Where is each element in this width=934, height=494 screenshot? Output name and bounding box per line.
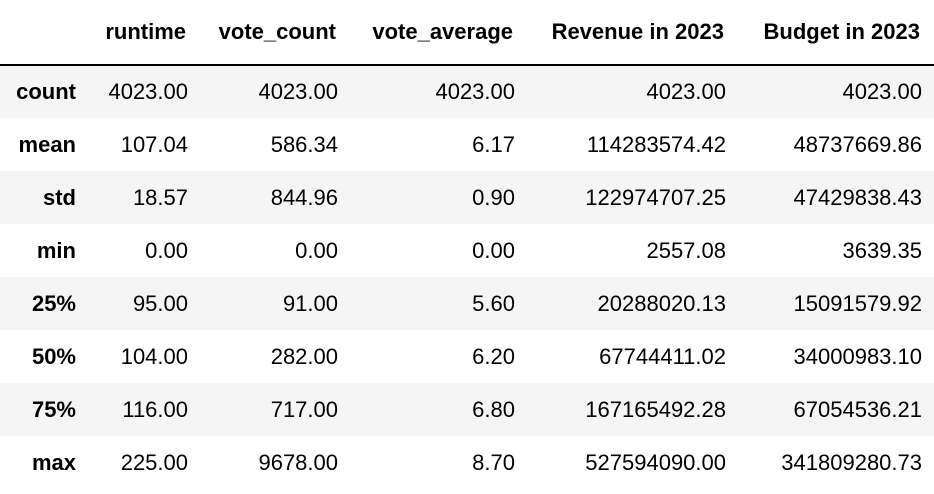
table-cell: 0.00 [145,237,188,263]
row-label: 25% [31,290,76,316]
table-cell: 8.70 [472,449,515,475]
row-label: 75% [31,396,76,422]
column-header-revenue-2023: Revenue in 2023 [527,0,738,66]
table-cell: 527594090.00 [585,449,726,475]
table-cell: 2557.08 [646,237,726,263]
table-cell: 48737669.86 [793,131,922,157]
table-cell: 717.00 [270,396,338,422]
table-cell: 91.00 [282,290,338,316]
table-cell: 104.00 [120,343,188,369]
row-label: 50% [31,343,76,369]
table-cell: 6.20 [472,343,515,369]
table-cell: 167165492.28 [585,396,726,422]
column-header-budget-2023: Budget in 2023 [738,0,934,66]
table-cell: 225.00 [120,449,188,475]
table-cell: 67744411.02 [599,343,726,369]
row-label: max [31,449,76,475]
table-row: std 18.57 844.96 0.90 122974707.25 47429… [0,171,934,224]
table-cell: 6.17 [472,131,515,157]
table-cell: 95.00 [132,290,188,316]
corner-header [0,0,88,66]
table-cell: 67054536.21 [793,396,922,422]
table-cell: 0.00 [472,237,515,263]
table-cell: 107.04 [120,131,188,157]
table-cell: 20288020.13 [597,290,726,316]
table-row: 75% 116.00 717.00 6.80 167165492.28 6705… [0,383,934,436]
table-cell: 122974707.25 [585,184,726,210]
table-cell: 114283574.42 [586,131,726,157]
table-cell: 282.00 [270,343,338,369]
row-label: count [16,79,76,104]
table-row: count 4023.00 4023.00 4023.00 4023.00 40… [0,65,934,118]
table-row: max 225.00 9678.00 8.70 527594090.00 341… [0,436,934,489]
table-cell: 15091579.92 [793,290,922,316]
table-row: 25% 95.00 91.00 5.60 20288020.13 1509157… [0,277,934,330]
table-cell: 6.80 [472,396,515,422]
table-cell: 34000983.10 [793,343,922,369]
row-label: std [43,184,76,210]
table-cell: 5.60 [472,290,515,316]
table-cell: 844.96 [270,184,338,210]
table-cell: 3639.35 [842,237,922,263]
row-label: mean [18,131,76,157]
table-row: 50% 104.00 282.00 6.20 67744411.02 34000… [0,330,934,383]
table-body: count 4023.00 4023.00 4023.00 4023.00 40… [0,65,934,489]
table-cell: 18.57 [132,184,188,210]
header-row: runtime vote_count vote_average Revenue … [0,0,934,66]
row-label: min [36,237,76,263]
table-cell: 9678.00 [258,449,338,475]
table-row: min 0.00 0.00 0.00 2557.08 3639.35 [0,224,934,277]
table-cell: 341809280.73 [781,449,922,475]
column-header-runtime: runtime [88,0,200,66]
table-cell: 4023.00 [258,79,338,104]
table-cell: 4023.00 [435,79,515,104]
column-header-vote-average: vote_average [350,0,527,66]
table-cell: 47429838.43 [793,184,922,210]
table-cell: 4023.00 [646,79,726,104]
table-cell: 0.00 [295,237,338,263]
table-cell: 0.90 [472,184,515,210]
table-row: mean 107.04 586.34 6.17 114283574.42 487… [0,118,934,171]
table-cell: 586.34 [270,131,338,157]
table-cell: 4023.00 [108,79,188,104]
table-cell: 4023.00 [842,79,922,104]
column-header-vote-count: vote_count [200,0,350,66]
table-cell: 116.00 [122,396,188,422]
table-header: runtime vote_count vote_average Revenue … [0,0,934,66]
